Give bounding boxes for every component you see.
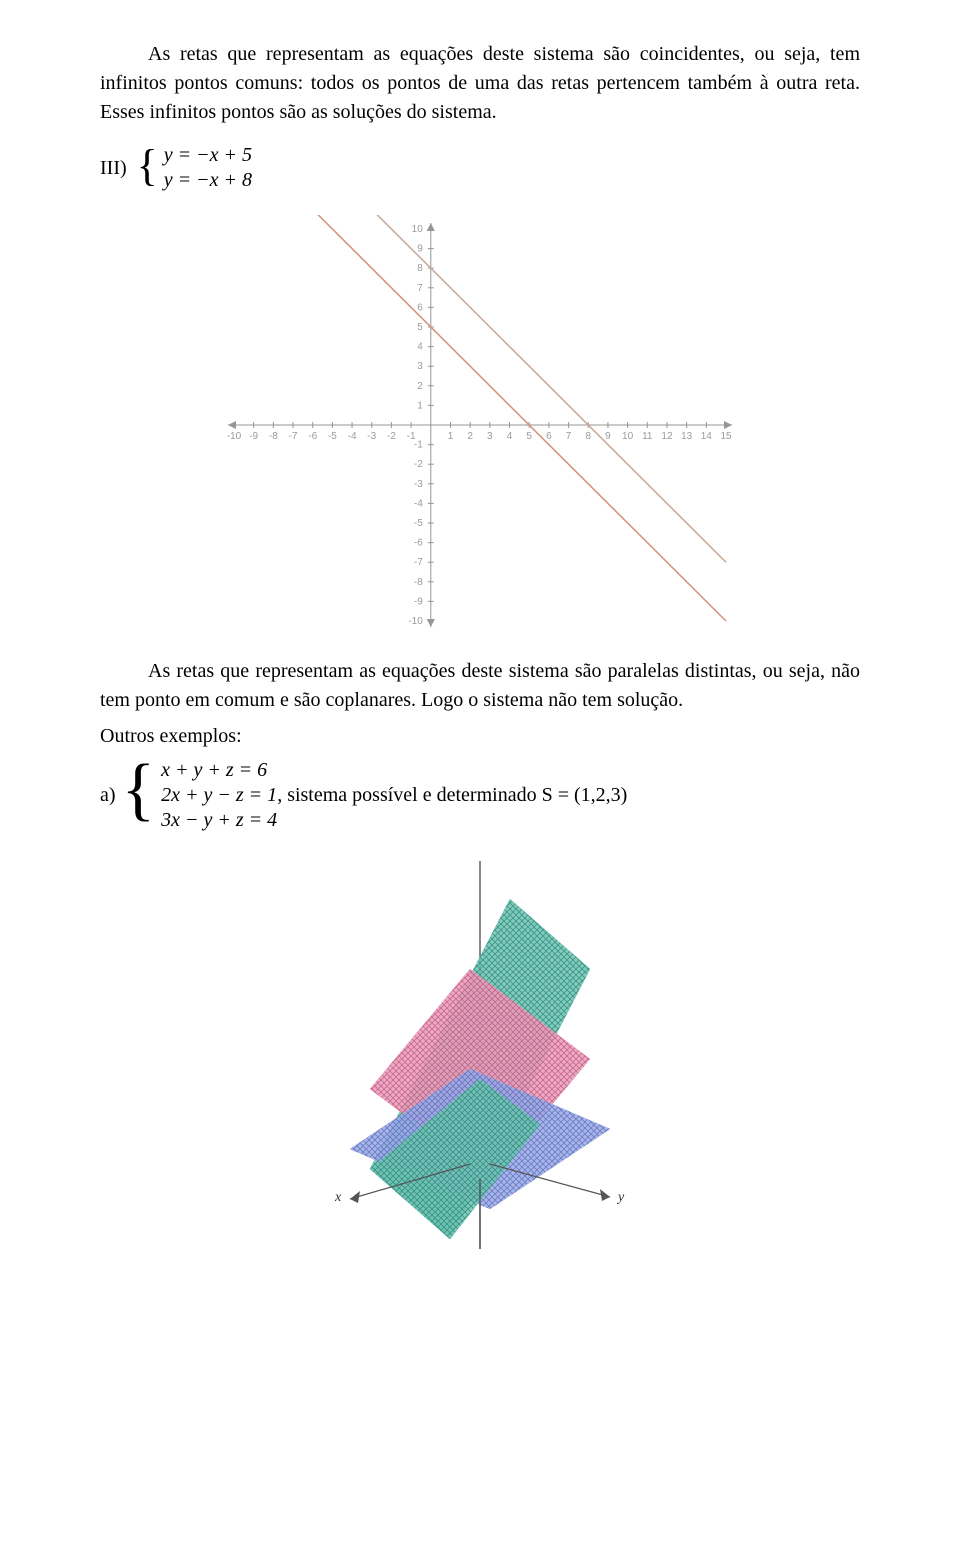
svg-text:-5: -5: [328, 431, 337, 442]
svg-text:4: 4: [507, 431, 513, 442]
svg-text:5: 5: [417, 322, 423, 333]
svg-text:7: 7: [566, 431, 572, 442]
page: As retas que representam as equações des…: [0, 0, 960, 1317]
left-brace-icon: {: [137, 155, 158, 177]
svg-text:10: 10: [622, 431, 634, 442]
svg-text:-2: -2: [387, 431, 396, 442]
svg-text:-6: -6: [414, 538, 423, 549]
svg-text:-8: -8: [414, 577, 423, 588]
chart-3d-wrap: xy: [100, 855, 860, 1255]
svg-text:-10: -10: [408, 616, 423, 627]
svg-text:-4: -4: [348, 431, 357, 442]
svg-text:-6: -6: [308, 431, 317, 442]
system-a-eq3: 3x − y + z = 4: [161, 808, 627, 833]
system-III-label: III): [100, 157, 127, 180]
svg-text:-4: -4: [414, 498, 423, 509]
system-a-brace: { x + y + z = 6 2x + y − z = 1, sistema …: [122, 758, 628, 833]
system-III-eq1: y = −x + 5: [164, 143, 252, 168]
chart-2d-wrap: -10-9-8-7-6-5-4-3-2-11234567891011121314…: [100, 215, 860, 635]
svg-text:9: 9: [605, 431, 611, 442]
svg-text:13: 13: [681, 431, 693, 442]
svg-text:12: 12: [661, 431, 673, 442]
svg-text:-8: -8: [269, 431, 278, 442]
system-a-equations: x + y + z = 6 2x + y − z = 1, sistema po…: [161, 758, 627, 833]
svg-text:9: 9: [417, 244, 423, 255]
svg-text:-10: -10: [227, 431, 242, 442]
svg-text:14: 14: [701, 431, 713, 442]
svg-text:1: 1: [448, 431, 454, 442]
svg-text:1: 1: [417, 400, 423, 411]
system-a-eq2-text: 2x + y − z = 1: [161, 784, 277, 806]
system-a-after: , sistema possível e determinado S = (1,…: [277, 784, 627, 806]
svg-text:10: 10: [412, 224, 424, 235]
svg-text:6: 6: [546, 431, 552, 442]
svg-text:-9: -9: [249, 431, 258, 442]
svg-text:4: 4: [417, 342, 423, 353]
svg-text:-2: -2: [414, 459, 423, 470]
svg-text:-3: -3: [414, 479, 423, 490]
svg-text:3: 3: [487, 431, 493, 442]
svg-text:6: 6: [417, 302, 423, 313]
svg-text:7: 7: [417, 283, 423, 294]
system-a-eq1: x + y + z = 6: [161, 758, 627, 783]
system-III-eq2: y = −x + 8: [164, 168, 252, 193]
svg-text:-9: -9: [414, 596, 423, 607]
svg-text:15: 15: [720, 431, 732, 442]
svg-text:2: 2: [467, 431, 473, 442]
svg-text:11: 11: [642, 431, 653, 442]
left-brace-icon: {: [122, 772, 156, 807]
svg-text:-7: -7: [289, 431, 298, 442]
svg-text:y: y: [616, 1190, 625, 1205]
svg-text:-7: -7: [414, 557, 423, 568]
svg-text:-5: -5: [414, 518, 423, 529]
svg-text:8: 8: [585, 431, 591, 442]
svg-text:2: 2: [417, 381, 423, 392]
svg-text:8: 8: [417, 263, 423, 274]
svg-text:3: 3: [417, 361, 423, 372]
svg-text:-1: -1: [414, 440, 423, 451]
outros-exemplos-label: Outros exemplos:: [100, 725, 860, 748]
svg-text:x: x: [334, 1190, 342, 1205]
system-III-brace: { y = −x + 5 y = −x + 8: [137, 143, 252, 193]
system-III: III) { y = −x + 5 y = −x + 8: [100, 143, 860, 193]
chart-3d: xy: [300, 855, 660, 1255]
system-III-equations: y = −x + 5 y = −x + 8: [164, 143, 252, 193]
system-a-label: a): [100, 784, 116, 807]
svg-text:5: 5: [526, 431, 532, 442]
system-a-eq2: 2x + y − z = 1, sistema possível e deter…: [161, 783, 627, 808]
system-a: a) { x + y + z = 6 2x + y − z = 1, siste…: [100, 758, 860, 833]
svg-text:-3: -3: [367, 431, 376, 442]
chart-2d: -10-9-8-7-6-5-4-3-2-11234567891011121314…: [220, 215, 740, 635]
paragraph-1: As retas que representam as equações des…: [100, 40, 860, 127]
paragraph-2: As retas que representam as equações des…: [100, 657, 860, 715]
